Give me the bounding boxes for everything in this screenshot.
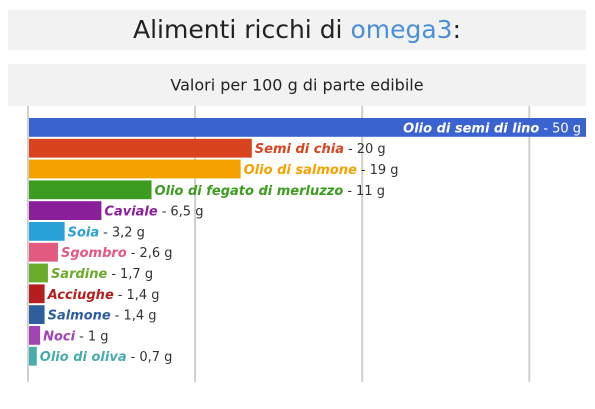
- category-label: Sardine: [51, 267, 108, 282]
- bar-label: Acciughe -1,4 g: [47, 287, 160, 302]
- bar: [29, 159, 241, 179]
- bar-label: Caviale -6,5 g: [104, 204, 203, 219]
- bar: [29, 180, 152, 200]
- bar: [29, 346, 37, 366]
- value-label: 1,7 g: [120, 267, 153, 282]
- bar: [29, 326, 41, 345]
- value-label: 20 g: [357, 142, 386, 157]
- bar-label: Salmone -1,4 g: [48, 308, 157, 323]
- separator: -: [103, 225, 108, 240]
- category-label: Noci: [43, 329, 76, 344]
- category-label: Caviale: [104, 204, 157, 219]
- separator: -: [131, 246, 136, 261]
- bar-label: Semi di chia -20 g: [255, 142, 386, 157]
- separator: -: [79, 329, 84, 344]
- bar-label: Olio di oliva -0,7 g: [40, 350, 173, 365]
- value-label: 1,4 g: [123, 308, 156, 323]
- value-label: 19 g: [370, 163, 399, 178]
- category-label: Olio di semi di lino: [403, 121, 539, 136]
- bar: [29, 305, 45, 324]
- bar: [29, 222, 65, 241]
- value-label: 6,5 g: [170, 204, 203, 219]
- bar: [29, 138, 252, 158]
- bar-label: Sgombro -2,6 g: [61, 246, 173, 261]
- bar-label: Olio di salmone -19 g: [244, 163, 399, 178]
- category-label: Olio di oliva: [40, 350, 127, 365]
- value-label: 50 g: [552, 121, 581, 136]
- bar: [29, 242, 58, 262]
- bar-label: Sardine -1,7 g: [51, 267, 153, 282]
- separator: -: [348, 142, 353, 157]
- separator: -: [162, 204, 167, 219]
- category-label: Olio di salmone: [244, 163, 357, 178]
- title-highlight: omega3: [350, 15, 452, 44]
- bar-label: Noci -1 g: [43, 329, 108, 344]
- separator: -: [111, 267, 116, 282]
- separator: -: [115, 308, 120, 323]
- separator: -: [543, 121, 548, 136]
- bar: [29, 263, 48, 283]
- bar: [29, 284, 45, 304]
- title-part: Alimenti ricchi di: [133, 15, 350, 44]
- separator: -: [131, 350, 136, 365]
- title-band: [8, 10, 586, 50]
- bar-label: Soia -3,2 g: [68, 225, 145, 240]
- bar: [29, 118, 586, 137]
- category-label: Olio di fegato di merluzzo: [155, 183, 344, 198]
- value-label: 1 g: [88, 329, 109, 344]
- title-part: :: [453, 15, 461, 44]
- category-label: Soia: [68, 225, 100, 240]
- value-label: 1,4 g: [126, 287, 159, 302]
- separator: -: [347, 183, 352, 198]
- value-label: 3,2 g: [112, 225, 145, 240]
- value-label: 11 g: [356, 183, 385, 198]
- bar-label: Olio di fegato di merluzzo -11 g: [155, 183, 385, 198]
- value-label: 2,6 g: [139, 246, 172, 261]
- category-label: Salmone: [48, 308, 111, 323]
- bar-label: Olio di semi di lino -50 g: [403, 121, 581, 136]
- category-label: Acciughe: [47, 287, 114, 302]
- chart-subtitle: Valori per 100 g di parte edibile: [170, 76, 423, 95]
- category-label: Sgombro: [61, 246, 127, 261]
- bar: [29, 201, 102, 220]
- subtitle-band: [8, 64, 586, 106]
- separator: -: [118, 287, 123, 302]
- separator: -: [361, 163, 366, 178]
- value-label: 0,7 g: [139, 350, 172, 365]
- chart-title: Alimenti ricchi di omega3:: [133, 15, 461, 44]
- category-label: Semi di chia: [255, 142, 344, 157]
